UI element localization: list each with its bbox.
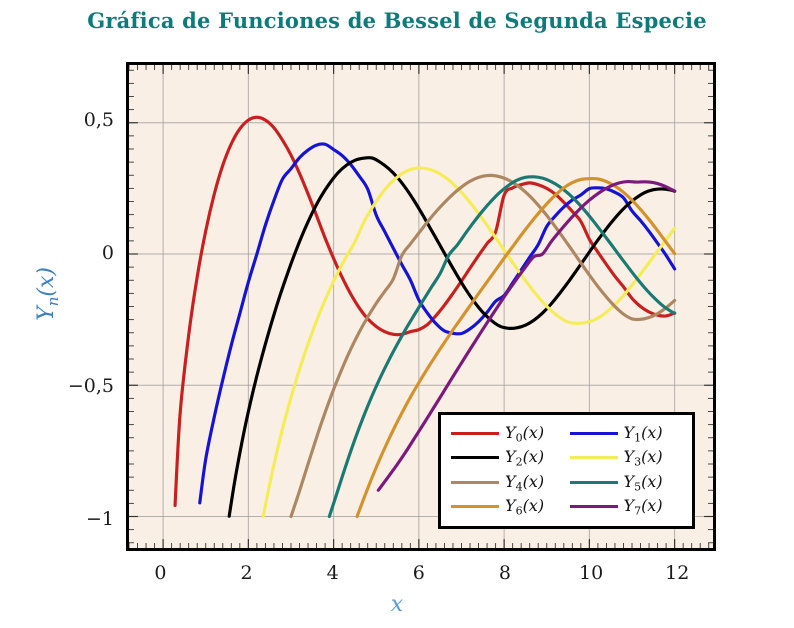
series-line-y0x <box>173 115 677 508</box>
legend-swatch-y3 <box>569 456 618 460</box>
legend-swatch-y0 <box>451 432 499 436</box>
legend-swatch-y4 <box>451 480 499 484</box>
y-axis-label-sub: n <box>43 296 62 307</box>
y-axis-label-main: Y <box>34 306 60 321</box>
x-tick-label: 4 <box>326 562 339 584</box>
legend-label-y1: Y1(x) <box>623 423 663 445</box>
plot-area <box>126 62 716 551</box>
series-line-y7x <box>376 179 677 492</box>
x-tick-label: 6 <box>412 562 425 584</box>
y-axis-label-arg: (x) <box>34 267 60 297</box>
legend-swatch-y7 <box>569 505 618 509</box>
page-title: Gráfica de Funciones de Bessel de Segund… <box>87 8 707 33</box>
legend-swatch-y6 <box>451 505 499 509</box>
legend-entry-y1[interactable]: Y1(x) <box>569 423 683 445</box>
legend-swatch-y5 <box>569 480 618 484</box>
y-axis-label: Yn(x) <box>34 234 62 354</box>
x-tick-label: 0 <box>154 562 167 584</box>
legend-swatch-y2 <box>451 456 499 460</box>
legend-entry-y0[interactable]: Y0(x) <box>451 423 564 444</box>
legend-entry-y4[interactable]: Y4(x) <box>451 472 564 493</box>
x-axis-label-text: x <box>390 592 404 617</box>
series-layer <box>173 115 677 519</box>
legend-label-y3: Y3(x) <box>623 447 663 469</box>
legend-entry-y6[interactable]: Y6(x) <box>451 496 564 517</box>
y-tick-label: 0,5 <box>83 109 114 132</box>
legend-swatch-y1 <box>569 432 618 436</box>
series-line-y1x <box>198 142 677 505</box>
series-line-y6x <box>355 176 677 519</box>
series-line-y5x <box>327 175 677 519</box>
series-line-y4x <box>289 173 677 519</box>
legend-label-y0: Y0(x) <box>505 423 545 445</box>
y-tick-label: 0 <box>101 242 114 265</box>
legend-entry-y2[interactable]: Y2(x) <box>451 447 564 469</box>
y-tick-label: −1 <box>85 508 114 531</box>
y-tick-label: −0,5 <box>67 375 114 398</box>
x-tick-label: 10 <box>579 562 604 584</box>
legend-label-y5: Y5(x) <box>623 471 663 493</box>
legend-entry-y3[interactable]: Y3(x) <box>569 447 683 469</box>
legend-entry-y5[interactable]: Y5(x) <box>569 471 683 493</box>
legend: Y0(x) Y1(x) Y2(x) Y3(x) Y4(x) Y5(x) Y6(x) Y7(x) <box>438 412 695 530</box>
x-tick-label: 8 <box>498 562 512 584</box>
x-tick-label: 2 <box>240 562 253 584</box>
legend-label-y4: Y4(x) <box>505 471 545 493</box>
legend-label-y6: Y6(x) <box>505 495 545 518</box>
x-axis-label: x <box>0 592 794 617</box>
x-tick-label: 12 <box>665 562 690 584</box>
legend-label-y2: Y2(x) <box>505 447 545 469</box>
legend-label-y7: Y7(x) <box>623 495 663 518</box>
legend-entry-y7[interactable]: Y7(x) <box>569 495 683 518</box>
series-line-y3x <box>261 166 677 518</box>
tick-marks <box>129 65 713 548</box>
